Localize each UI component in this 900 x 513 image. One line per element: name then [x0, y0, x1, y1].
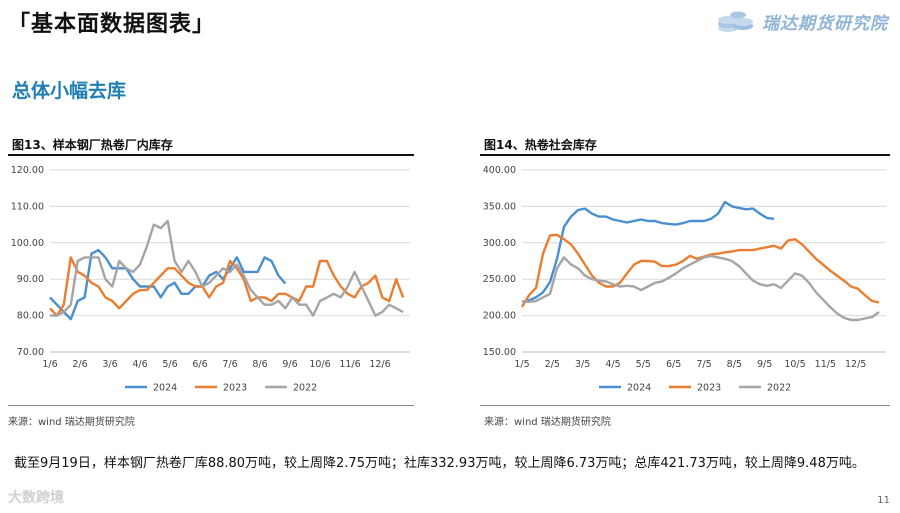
chart14-y-tick: 200.00: [483, 311, 516, 322]
chart14-series-2023: [520, 233, 880, 308]
summary-text: 截至9月19日，样本钢厂热卷厂库88.80万吨，较上周降2.75万吨；社库332…: [14, 456, 865, 471]
chart13-x-tick: 4/6: [132, 359, 147, 370]
chart14-y-tick: 250.00: [483, 274, 516, 285]
chart14-x-tick: 6/5: [666, 359, 681, 370]
chart13-x-tick: 1/6: [42, 359, 57, 370]
logo-text: 瑞达期货研究院: [762, 13, 888, 34]
chart14-x-tick: 5/5: [636, 359, 651, 370]
chart13-y-tick: 100.00: [11, 238, 44, 249]
chart14-y-tick: 350.00: [483, 201, 516, 212]
chart13-y-tick: 90.00: [17, 274, 44, 285]
chart14-title: 图14、热卷社会库存: [484, 138, 597, 152]
coins-logo-icon: [718, 11, 753, 32]
chart14-source: 来源：wind 瑞达期货研究院: [484, 417, 611, 428]
chart14-x-tick: 11/5: [815, 359, 836, 370]
chart14-series-2022: [522, 254, 880, 322]
chart13-x-tick: 2/6: [72, 359, 87, 370]
chart13-legend-label-2023: 2023: [223, 383, 247, 394]
page-number: 11: [877, 495, 890, 506]
chart13-x-tick: 5/6: [162, 359, 177, 370]
chart14-x-tick: 1/5: [514, 359, 529, 370]
chart13-y-tick: 70.00: [17, 347, 44, 358]
chart14-x-tick: 8/5: [727, 359, 742, 370]
chart14-y-tick: 150.00: [483, 347, 516, 358]
chart14-x-tick: 4/5: [605, 359, 620, 370]
chart14-plot: 150.00 200.00 250.00 300.00 350.00 400.00 1/5 2…: [483, 165, 886, 394]
chart14-x-tick: 3/5: [575, 359, 590, 370]
chart13-x-tick: 3/6: [102, 359, 117, 370]
chart14-x-tick: 7/5: [696, 359, 711, 370]
chart14-x-tick: 2/5: [545, 359, 560, 370]
chart14-legend-label-2023: 2023: [697, 383, 721, 394]
chart13-x-tick: 6/6: [192, 359, 207, 370]
chart13-legend-label-2024: 2024: [153, 383, 177, 394]
chart13-plot: 70.00 80.00 90.00 100.00 110.00 120.00 1/6 2/6 3…: [11, 165, 410, 394]
chart14-x-tick: 9/5: [757, 359, 772, 370]
chart13-series-2023: [49, 256, 405, 317]
chart13-series-2022: [50, 219, 404, 317]
chart13-x-tick: 9/6: [282, 359, 297, 370]
chart13-x-tick: 8/6: [252, 359, 267, 370]
chart13-series-2024: [49, 248, 287, 321]
chart13-title: 图13、样本钢厂热卷厂内库存: [12, 138, 173, 152]
chart13-y-tick: 110.00: [11, 201, 44, 212]
chart13-x-tick: 12/6: [369, 359, 390, 370]
chart13-bottom-rule: [8, 405, 414, 406]
chart13-x-tick: 10/6: [309, 359, 330, 370]
chart13-x-tick: 11/6: [339, 359, 360, 370]
chart14-y-tick: 400.00: [483, 165, 516, 176]
chart13-x-tick: 7/6: [222, 359, 237, 370]
chart14-series-2024: [521, 200, 775, 303]
chart14-legend-label-2022: 2022: [767, 383, 791, 394]
chart14-x-tick: 10/5: [784, 359, 805, 370]
chart14-x-tick: 12/5: [845, 359, 866, 370]
chart13-legend-label-2022: 2022: [293, 383, 317, 394]
chart14-title-rule: [480, 154, 890, 156]
section-title: 总体小幅去库: [12, 80, 127, 102]
chart13-title-rule: [8, 154, 414, 156]
chart14-y-tick: 300.00: [483, 238, 516, 249]
chart13-source: 来源：wind 瑞达期货研究院: [8, 417, 135, 428]
chart14-bottom-rule: [480, 405, 890, 406]
page-title: 「基本面数据图表」: [8, 12, 216, 37]
watermark: 大数跨境: [8, 490, 64, 506]
company-logo: 瑞达期货研究院: [716, 6, 888, 36]
chart14-legend-label-2024: 2024: [627, 383, 651, 394]
chart13-y-tick: 80.00: [17, 311, 44, 322]
chart13-y-tick: 120.00: [11, 165, 44, 176]
